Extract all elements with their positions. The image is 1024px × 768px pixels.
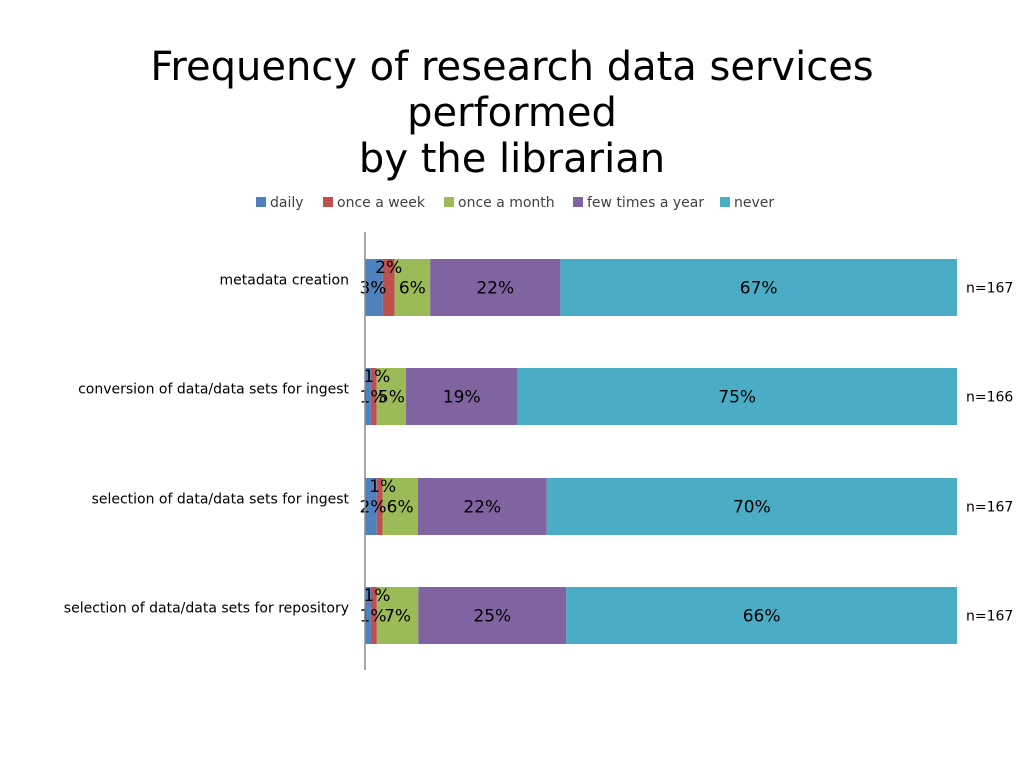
bar-segment-once-a-month [394, 259, 431, 316]
legend-label-once-a-week: once a week [337, 195, 426, 211]
bar-segment-never [546, 478, 957, 535]
bar-segment-once-a-month [376, 368, 407, 425]
legend-swatch-once-a-month [444, 197, 454, 207]
data-label-few-times-a-year: 22% [476, 279, 514, 299]
data-label-once-a-week: 1% [363, 367, 390, 387]
data-label-once-a-week: 2% [375, 258, 402, 278]
bar-segment-once-a-month [376, 587, 419, 644]
data-label-daily: 2% [360, 498, 387, 518]
bar-segment-never [560, 259, 957, 316]
category-label: metadata creation [220, 273, 349, 289]
bar-segment-daily [365, 478, 377, 535]
bar-segment-once-a-week [376, 478, 383, 535]
legend-swatch-never [720, 197, 730, 207]
legend-swatch-once-a-week [323, 197, 333, 207]
legend-swatch-few-times-a-year [573, 197, 583, 207]
bar-segment-never [517, 368, 957, 425]
chart-title-line-1: Frequency of research data services perf… [150, 44, 874, 136]
data-label-daily: 3% [360, 279, 387, 299]
data-label-few-times-a-year: 22% [463, 498, 501, 518]
data-label-few-times-a-year: 19% [443, 388, 481, 408]
data-label-never: 75% [718, 388, 756, 408]
sample-size-label: n=167 [966, 281, 1013, 297]
legend-label-daily: daily [270, 195, 304, 211]
bar-segment-daily [365, 587, 371, 644]
legend-label-never: never [734, 195, 774, 211]
bar-segment-daily [365, 259, 383, 316]
bar-segment-never [566, 587, 957, 644]
category-label: selection of data/data sets for ingest [92, 492, 350, 508]
bar-segment-few-times-a-year [417, 478, 547, 535]
legend-swatch-daily [256, 197, 266, 207]
bar-segment-once-a-week [382, 259, 395, 316]
data-label-daily: 1% [360, 607, 387, 627]
legend-label-few-times-a-year: few times a year [587, 195, 704, 211]
sample-size-label: n=167 [966, 500, 1013, 516]
category-label: selection of data/data sets for reposito… [64, 601, 349, 617]
data-label-never: 67% [740, 279, 778, 299]
sample-size-label: n=166 [966, 390, 1013, 406]
bar-segment-few-times-a-year [430, 259, 561, 316]
sample-size-label: n=167 [966, 609, 1013, 625]
data-label-once-a-month: 6% [387, 498, 414, 518]
chart-title-line-2: by the librarian [358, 136, 666, 182]
data-label-once-a-month: 6% [399, 279, 426, 299]
data-label-once-a-week: 1% [369, 477, 396, 497]
data-label-never: 70% [733, 498, 771, 518]
bar-segment-few-times-a-year [406, 368, 518, 425]
bar-segment-daily [365, 368, 371, 425]
category-label: conversion of data/data sets for ingest [78, 382, 349, 398]
bar-segment-few-times-a-year [418, 587, 567, 644]
data-label-once-a-month: 5% [378, 388, 405, 408]
bar-segment-once-a-month [382, 478, 418, 535]
data-label-never: 66% [743, 607, 781, 627]
chart-title: Frequency of research data services perf… [40, 44, 984, 182]
bar-segment-once-a-week [370, 368, 377, 425]
data-label-once-a-week: 1% [363, 586, 390, 606]
legend-label-once-a-month: once a month [458, 195, 555, 211]
data-label-few-times-a-year: 25% [473, 607, 511, 627]
data-label-once-a-month: 7% [384, 607, 411, 627]
bar-segment-once-a-week [370, 587, 377, 644]
data-label-daily: 1% [360, 388, 387, 408]
